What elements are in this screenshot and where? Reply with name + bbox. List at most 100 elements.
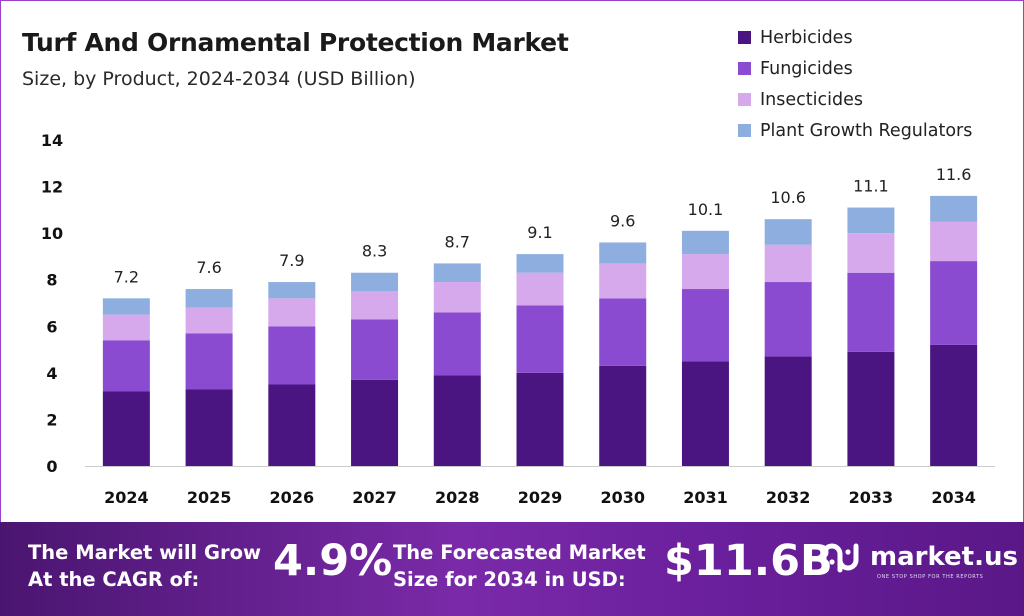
bar-segment-fungicides	[351, 319, 399, 380]
bar-segment-insecticides	[681, 254, 729, 290]
total-value-label: 9.6	[610, 211, 635, 230]
total-value-label: 9.1	[527, 223, 552, 242]
bar-segment-insecticides	[102, 314, 150, 341]
chart-title: Turf And Ornamental Protection Market	[22, 28, 569, 57]
bar-segment-insecticides	[930, 221, 978, 262]
bar-segment-fungicides	[681, 289, 729, 362]
bar-segment-fungicides	[599, 298, 647, 366]
bar-segment-plant-growth-regulators	[102, 298, 150, 315]
total-value-label: 10.1	[688, 200, 724, 219]
legend-label: Fungicides	[760, 58, 853, 79]
legend-item-herbicides: Herbicides	[738, 22, 972, 53]
x-tick-label: 2024	[104, 488, 149, 507]
total-value-label: 11.1	[853, 177, 889, 196]
brand-tagline: ONE STOP SHOP FOR THE REPORTS	[877, 574, 984, 580]
legend-swatch-herbicides	[738, 31, 751, 44]
bar-segment-plant-growth-regulators	[930, 195, 978, 222]
brand-logo: market.us	[820, 540, 1018, 574]
cagr-value: 4.9%	[273, 536, 393, 586]
bar-segment-fungicides	[268, 326, 316, 385]
y-tick-label: 6	[46, 317, 57, 336]
bar-segment-insecticides	[599, 263, 647, 299]
y-tick-label: 12	[41, 178, 63, 197]
chart-subtitle: Size, by Product, 2024-2034 (USD Billion…	[22, 68, 416, 90]
x-tick-label: 2027	[352, 488, 397, 507]
bar-segment-plant-growth-regulators	[185, 289, 233, 308]
legend: Herbicides Fungicides Insecticides Plant…	[738, 22, 972, 146]
x-tick-label: 2031	[683, 488, 728, 507]
legend-swatch-plant-growth-regulators	[738, 124, 751, 137]
legend-label: Plant Growth Regulators	[760, 120, 973, 141]
bar-segment-insecticides	[185, 307, 233, 334]
x-tick-label: 2034	[931, 488, 976, 507]
legend-item-plant-growth-regulators: Plant Growth Regulators	[738, 115, 972, 146]
y-tick-label: 0	[46, 457, 57, 476]
total-value-label: 7.9	[279, 251, 304, 270]
market-us-logo-icon	[821, 543, 859, 573]
x-tick-label: 2029	[518, 488, 563, 507]
bar-segment-plant-growth-regulators	[516, 254, 564, 273]
x-tick-label: 2030	[600, 488, 645, 507]
legend-swatch-insecticides	[738, 93, 751, 106]
cagr-caption-line1: The Market will Grow	[28, 541, 262, 564]
bar-segment-insecticides	[847, 233, 895, 273]
bar-segment-herbicides	[930, 344, 978, 466]
bar-segment-plant-growth-regulators	[433, 263, 481, 283]
total-value-label: 7.2	[114, 267, 139, 286]
legend-label: Herbicides	[760, 27, 853, 48]
x-tick-label: 2025	[187, 488, 232, 507]
bar-segment-herbicides	[433, 375, 481, 466]
total-value-label: 8.7	[445, 232, 470, 251]
bar-segment-plant-growth-regulators	[847, 207, 895, 234]
total-value-label: 8.3	[362, 242, 387, 261]
total-value-label: 10.6	[770, 188, 806, 207]
bar-segment-insecticides	[268, 298, 316, 327]
bar-segment-plant-growth-regulators	[351, 272, 399, 292]
forecast-caption-line2: Size for 2034 in USD:	[393, 568, 626, 591]
bar-segment-plant-growth-regulators	[764, 219, 812, 245]
bar-segment-herbicides	[102, 391, 150, 466]
total-value-label: 7.6	[196, 258, 221, 277]
legend-item-fungicides: Fungicides	[738, 53, 972, 84]
bar-segment-insecticides	[764, 244, 812, 283]
y-tick-label: 2	[46, 410, 57, 429]
bar-segment-plant-growth-regulators	[268, 282, 316, 299]
total-value-label: 11.6	[936, 165, 972, 184]
legend-item-insecticides: Insecticides	[738, 84, 972, 115]
bar-segment-insecticides	[433, 282, 481, 313]
x-tick-label: 2032	[766, 488, 811, 507]
bar-segment-herbicides	[847, 351, 895, 466]
bar-segment-herbicides	[351, 379, 399, 466]
bar-segment-fungicides	[764, 282, 812, 357]
bar-segment-insecticides	[351, 291, 399, 320]
cagr-caption: The Market will Grow At the CAGR of:	[28, 539, 261, 593]
bar-segment-insecticides	[516, 272, 564, 306]
bar-segment-herbicides	[268, 384, 316, 466]
y-tick-label: 4	[46, 364, 57, 383]
bar-segment-herbicides	[681, 361, 729, 466]
bar-segment-fungicides	[847, 272, 895, 352]
y-tick-label: 14	[41, 131, 63, 150]
y-tick-label: 10	[41, 224, 63, 243]
bar-segment-fungicides	[433, 312, 481, 376]
bar-segment-fungicides	[516, 305, 564, 373]
stacked-bar-chart: 0 2 4 6 8 10 12 14 7.2 2024 7.6 2025 7.9 2026 8.3 2027 8…	[41, 131, 995, 507]
legend-swatch-fungicides	[738, 62, 751, 75]
bar-segment-plant-growth-regulators	[681, 230, 729, 255]
bar-segment-fungicides	[930, 261, 978, 345]
bar-segment-fungicides	[102, 340, 150, 392]
bar-segment-herbicides	[599, 365, 647, 466]
bar-segment-fungicides	[185, 333, 233, 390]
forecast-caption-line1: The Forecasted Market	[393, 541, 646, 564]
forecast-value: $11.6B	[664, 536, 833, 586]
bar-segment-plant-growth-regulators	[599, 242, 647, 264]
brand-name: market.us	[870, 542, 1018, 572]
bar-segment-herbicides	[764, 356, 812, 466]
x-tick-label: 2026	[270, 488, 315, 507]
legend-label: Insecticides	[760, 89, 863, 110]
bar-segment-herbicides	[185, 389, 233, 466]
footer-banner: The Market will Grow At the CAGR of: 4.9…	[0, 522, 1024, 616]
y-tick-label: 8	[46, 271, 57, 290]
x-tick-label: 2028	[435, 488, 480, 507]
x-tick-label: 2033	[849, 488, 894, 507]
